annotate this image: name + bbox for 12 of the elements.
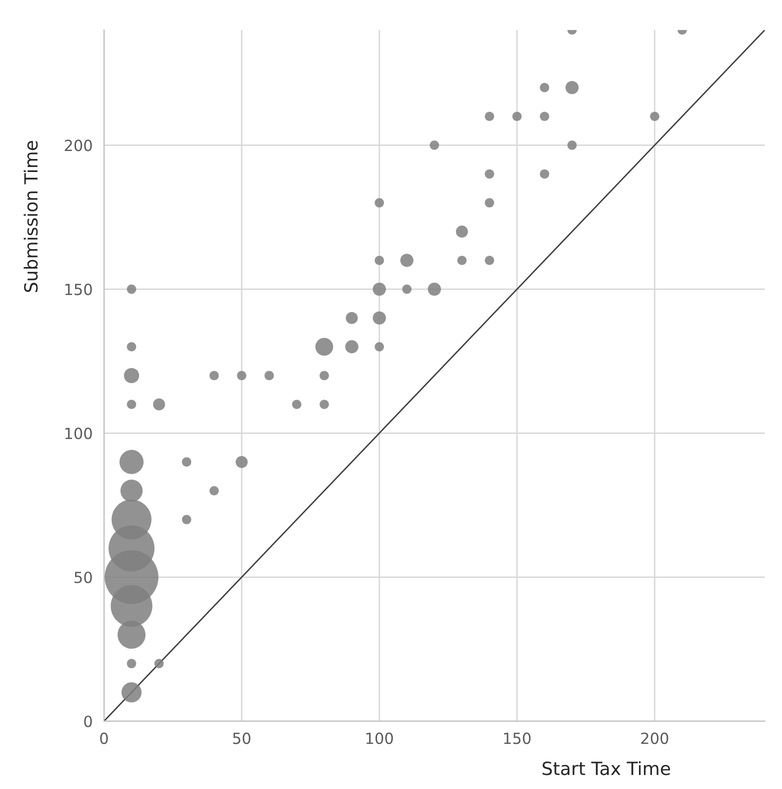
y-tick-label: 100 [65,428,92,440]
y-tick-label: 0 [84,716,92,728]
y-axis-title: Submission Time [24,140,38,292]
x-tick-label: 0 [100,732,108,744]
y-tick-label: 200 [64,140,92,152]
y-tick-label: 150 [65,284,92,296]
x-axis-title: Start Tax Time [542,761,670,776]
y-tick-label: 50 [74,572,92,584]
x-tick-label: 200 [641,732,668,744]
x-tick-label: 50 [233,732,250,744]
x-tick-label: 100 [366,732,393,744]
x-tick-label: 150 [504,732,531,744]
